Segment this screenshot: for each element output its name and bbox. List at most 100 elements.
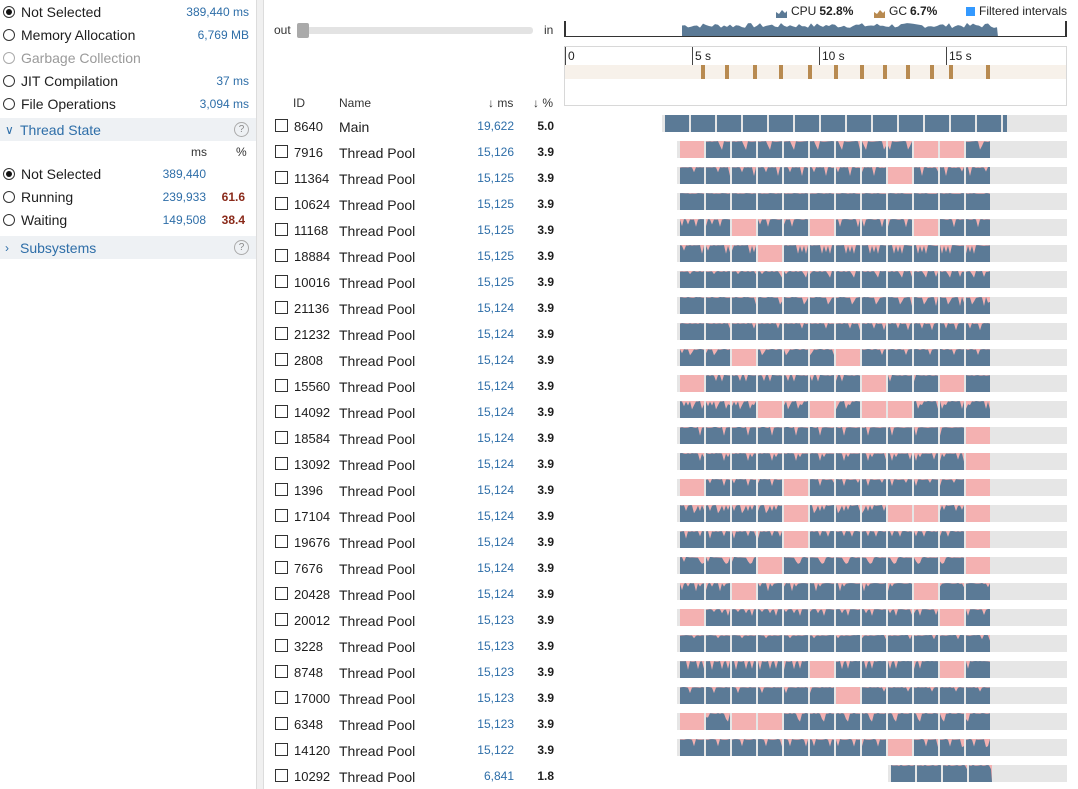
thread-row[interactable]: 14092 Thread Pool 15,124 3.9: [264, 399, 1078, 425]
thread-checkbox[interactable]: [275, 275, 288, 288]
radio-button[interactable]: [3, 97, 15, 110]
help-icon[interactable]: ?: [234, 122, 249, 137]
thread-timeline[interactable]: [564, 375, 1067, 392]
thread-checkbox[interactable]: [275, 743, 288, 756]
thread-timeline[interactable]: [564, 635, 1067, 652]
radio-button[interactable]: [3, 190, 15, 203]
filter-option[interactable]: Not Selected 389,440 ms: [0, 0, 256, 23]
thread-checkbox[interactable]: [275, 691, 288, 704]
thread-checkbox[interactable]: [275, 119, 288, 132]
thread-checkbox[interactable]: [275, 717, 288, 730]
radio-button[interactable]: [3, 74, 15, 87]
thread-timeline[interactable]: [564, 687, 1067, 704]
thread-row[interactable]: 18584 Thread Pool 15,124 3.9: [264, 425, 1078, 451]
section-thread-state[interactable]: ∨ Thread State?: [0, 118, 256, 141]
thread-checkbox[interactable]: [275, 535, 288, 548]
thread-timeline[interactable]: [564, 739, 1067, 756]
legend-gc[interactable]: GC 6.7%: [874, 4, 937, 18]
panel-splitter[interactable]: [256, 0, 264, 789]
thread-timeline[interactable]: [564, 297, 1067, 314]
thread-row[interactable]: 20428 Thread Pool 15,124 3.9: [264, 581, 1078, 607]
filter-option[interactable]: Memory Allocation 6,769 MB: [0, 23, 256, 46]
thread-checkbox[interactable]: [275, 509, 288, 522]
thread-checkbox[interactable]: [275, 301, 288, 314]
thread-row[interactable]: 8748 Thread Pool 15,123 3.9: [264, 659, 1078, 685]
thread-row[interactable]: 17000 Thread Pool 15,123 3.9: [264, 685, 1078, 711]
thread-row[interactable]: 17104 Thread Pool 15,124 3.9: [264, 503, 1078, 529]
thread-checkbox[interactable]: [275, 379, 288, 392]
thread-state-option[interactable]: Not Selected 389,440: [0, 162, 256, 185]
thread-row[interactable]: 21232 Thread Pool 15,124 3.9: [264, 321, 1078, 347]
thread-row[interactable]: 11364 Thread Pool 15,125 3.9: [264, 165, 1078, 191]
zoom-slider[interactable]: [297, 27, 533, 34]
col-header-name[interactable]: Name: [339, 96, 372, 110]
thread-timeline[interactable]: [564, 115, 1067, 132]
thread-row[interactable]: 10016 Thread Pool 15,125 3.9: [264, 269, 1078, 295]
thread-state-option[interactable]: Running 239,933 61.6: [0, 185, 256, 208]
thread-timeline[interactable]: [564, 583, 1067, 600]
thread-checkbox[interactable]: [275, 587, 288, 600]
section-subsystems[interactable]: › Subsystems?: [0, 236, 256, 259]
thread-timeline[interactable]: [564, 219, 1067, 236]
radio-button[interactable]: [3, 213, 15, 226]
thread-checkbox[interactable]: [275, 223, 288, 236]
radio-button[interactable]: [3, 167, 15, 180]
thread-timeline[interactable]: [564, 349, 1067, 366]
col-header-pct[interactable]: ↓ %: [533, 96, 554, 110]
thread-timeline[interactable]: [564, 453, 1067, 470]
thread-row[interactable]: 14120 Thread Pool 15,122 3.9: [264, 737, 1078, 763]
thread-row[interactable]: 21136 Thread Pool 15,124 3.9: [264, 295, 1078, 321]
thread-checkbox[interactable]: [275, 171, 288, 184]
filter-option[interactable]: JIT Compilation 37 ms: [0, 69, 256, 92]
thread-timeline[interactable]: [564, 245, 1067, 262]
filter-option[interactable]: Garbage Collection: [0, 46, 256, 69]
thread-row[interactable]: 19676 Thread Pool 15,124 3.9: [264, 529, 1078, 555]
help-icon[interactable]: ?: [234, 240, 249, 255]
thread-row[interactable]: 7916 Thread Pool 15,126 3.9: [264, 139, 1078, 165]
zoom-slider-thumb[interactable]: [297, 23, 309, 38]
thread-row[interactable]: 10624 Thread Pool 15,125 3.9: [264, 191, 1078, 217]
thread-checkbox[interactable]: [275, 327, 288, 340]
thread-checkbox[interactable]: [275, 639, 288, 652]
thread-checkbox[interactable]: [275, 561, 288, 574]
radio-button[interactable]: [3, 51, 15, 64]
thread-checkbox[interactable]: [275, 249, 288, 262]
thread-row[interactable]: 6348 Thread Pool 15,123 3.9: [264, 711, 1078, 737]
thread-checkbox[interactable]: [275, 405, 288, 418]
thread-timeline[interactable]: [564, 167, 1067, 184]
filter-option[interactable]: File Operations 3,094 ms: [0, 92, 256, 115]
radio-button[interactable]: [3, 28, 15, 41]
thread-checkbox[interactable]: [275, 665, 288, 678]
radio-button[interactable]: [3, 5, 15, 18]
thread-row[interactable]: 11168 Thread Pool 15,125 3.9: [264, 217, 1078, 243]
thread-timeline[interactable]: [564, 531, 1067, 548]
thread-row[interactable]: 20012 Thread Pool 15,123 3.9: [264, 607, 1078, 633]
thread-checkbox[interactable]: [275, 353, 288, 366]
thread-timeline[interactable]: [564, 505, 1067, 522]
thread-state-option[interactable]: Waiting 149,508 38.4: [0, 208, 256, 231]
thread-row[interactable]: 8640 Main 19,622 5.0: [264, 113, 1078, 139]
thread-timeline[interactable]: [564, 557, 1067, 574]
thread-checkbox[interactable]: [275, 769, 288, 782]
thread-row[interactable]: 10292 Thread Pool 6,841 1.8: [264, 763, 1078, 789]
thread-row[interactable]: 2808 Thread Pool 15,124 3.9: [264, 347, 1078, 373]
legend-filtered[interactable]: Filtered intervals: [966, 4, 1067, 18]
thread-timeline[interactable]: [564, 713, 1067, 730]
col-header-id[interactable]: ID: [293, 96, 305, 110]
thread-row[interactable]: 7676 Thread Pool 15,124 3.9: [264, 555, 1078, 581]
thread-row[interactable]: 15560 Thread Pool 15,124 3.9: [264, 373, 1078, 399]
thread-timeline[interactable]: [564, 323, 1067, 340]
thread-checkbox[interactable]: [275, 457, 288, 470]
thread-timeline[interactable]: [564, 271, 1067, 288]
time-ruler[interactable]: 0 5 s 10 s 15 s: [564, 46, 1067, 106]
thread-checkbox[interactable]: [275, 613, 288, 626]
col-header-ms[interactable]: ↓ ms: [488, 96, 514, 110]
thread-row[interactable]: 3228 Thread Pool 15,123 3.9: [264, 633, 1078, 659]
cpu-overview-strip[interactable]: [564, 21, 1067, 37]
thread-timeline[interactable]: [564, 661, 1067, 678]
thread-row[interactable]: 1396 Thread Pool 15,124 3.9: [264, 477, 1078, 503]
thread-timeline[interactable]: [564, 765, 1067, 782]
thread-timeline[interactable]: [564, 193, 1067, 210]
thread-timeline[interactable]: [564, 427, 1067, 444]
thread-checkbox[interactable]: [275, 431, 288, 444]
